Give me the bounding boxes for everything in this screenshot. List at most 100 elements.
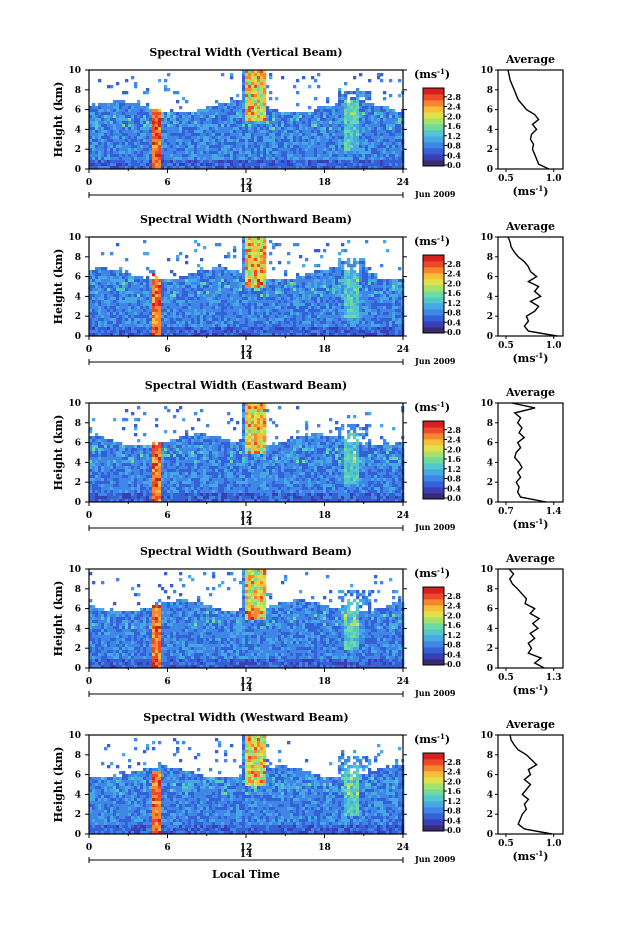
heatmap-cell [236, 160, 240, 164]
heatmap-cell [356, 115, 360, 119]
heatmap-cell [257, 333, 261, 337]
heatmap-cell [383, 288, 387, 292]
heatmap-cell [359, 267, 363, 271]
heatmap-cell [374, 294, 378, 298]
heatmap-cell [245, 166, 249, 170]
heatmap-cell [302, 291, 306, 295]
heatmap-cell [323, 315, 327, 319]
heatmap-cell [284, 309, 288, 313]
heatmap-cell [194, 279, 198, 283]
heatmap-cell [146, 267, 150, 271]
heatmap-cell [257, 273, 261, 277]
heatmap-cell [260, 157, 264, 161]
heatmap-cell [287, 148, 291, 152]
heatmap-cell [392, 127, 396, 131]
date-label: Jun 2009 [414, 356, 456, 366]
heatmap-cell [122, 291, 126, 295]
heatmap-cell [107, 300, 111, 304]
heatmap-cell [218, 142, 222, 146]
heatmap-cell [281, 145, 285, 149]
heatmap-cell [146, 294, 150, 298]
heatmap-cell [107, 151, 111, 155]
heatmap-cell [188, 291, 192, 295]
heatmap-cell [257, 139, 261, 143]
heatmap-cell [269, 303, 273, 307]
heatmap-cell [392, 324, 396, 328]
heatmap-cell [149, 300, 153, 304]
heatmap-cell [248, 79, 252, 83]
heatmap-cell [305, 112, 309, 116]
heatmap-cell [317, 324, 321, 328]
heatmap-cell [254, 124, 258, 128]
heatmap-cell [230, 118, 234, 122]
heatmap-cell [359, 318, 363, 322]
heatmap-cell [167, 333, 171, 337]
heatmap-cell [152, 154, 156, 158]
heatmap-cell [326, 306, 330, 310]
heatmap-cell [389, 157, 393, 161]
colorbar-tick-label: 1.2 [447, 131, 461, 141]
heatmap-cell [380, 285, 384, 289]
heatmap-cell [254, 333, 258, 337]
heatmap-cell [149, 327, 153, 331]
heatmap-cell [104, 288, 108, 292]
heatmap-cell [206, 270, 210, 274]
heatmap-cell [275, 309, 279, 313]
heatmap-cell [233, 270, 237, 274]
heatmap-cell [173, 133, 177, 137]
heatmap-cell [383, 91, 387, 95]
heatmap-cell [329, 151, 333, 155]
heatmap-cell [227, 148, 231, 152]
heatmap-cell [125, 297, 129, 301]
heatmap-cell [263, 261, 267, 265]
heatmap-cell [131, 139, 135, 143]
heatmap-cell [158, 330, 162, 334]
heatmap-cell [341, 160, 345, 164]
heatmap-cell [224, 282, 228, 286]
heatmap-cell [218, 327, 222, 331]
heatmap-cell [353, 273, 357, 277]
heatmap-cell [113, 124, 117, 128]
heatmap-cell [158, 160, 162, 164]
heatmap-cell [215, 303, 219, 307]
heatmap-cell [296, 333, 300, 337]
heatmap-cell [113, 136, 117, 140]
heatmap-cell [245, 91, 249, 95]
heatmap-cell [380, 291, 384, 295]
heatmap-cell [383, 303, 387, 307]
heatmap-cell [155, 288, 159, 292]
heatmap-cell [122, 145, 126, 149]
heatmap-cell [140, 112, 144, 116]
heatmap-cell [347, 270, 351, 274]
heatmap-cell [341, 243, 345, 247]
heatmap-cell [362, 279, 366, 283]
heatmap-cell [326, 121, 330, 125]
heatmap-cell [206, 285, 210, 289]
heatmap-cell [200, 148, 204, 152]
heatmap-cell [146, 145, 150, 149]
heatmap-cell [260, 106, 264, 110]
heatmap-cell [101, 142, 105, 146]
heatmap-cell [104, 103, 108, 107]
heatmap-cell [209, 300, 213, 304]
heatmap-cell [392, 309, 396, 313]
heatmap-cell [359, 130, 363, 134]
heatmap-cell [209, 124, 213, 128]
heatmap-cell [200, 112, 204, 116]
heatmap-cell [149, 309, 153, 313]
heatmap-cell [212, 130, 216, 134]
heatmap-cell [341, 267, 345, 271]
heatmap-cell [389, 154, 393, 158]
heatmap-cell [392, 285, 396, 289]
heatmap-cell [254, 267, 258, 271]
heatmap-cell [92, 270, 96, 274]
heatmap-cell [215, 136, 219, 140]
heatmap-cell [296, 136, 300, 140]
heatmap-cell [356, 124, 360, 128]
heatmap-cell [197, 166, 201, 170]
heatmap-cell [101, 267, 105, 271]
heatmap-cell [179, 276, 183, 280]
heatmap-cell [164, 79, 168, 83]
heatmap-cell [242, 264, 246, 268]
avg-x-tick-label: 0.5 [498, 174, 514, 184]
